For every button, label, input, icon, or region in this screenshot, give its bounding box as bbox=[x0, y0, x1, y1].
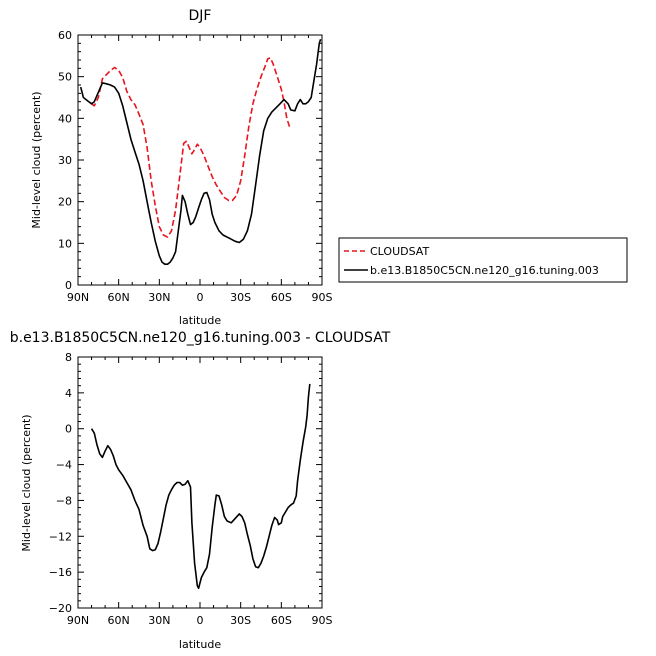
panel-2-y-tick-label: −4 bbox=[56, 459, 72, 472]
panel-1-y-tick-label: 50 bbox=[58, 71, 72, 84]
panel-2-x-tick-label: 90S bbox=[312, 614, 333, 627]
panel-1-x-tick-label: 30S bbox=[230, 291, 251, 304]
panel-2-y-tick-label: −16 bbox=[49, 566, 72, 579]
panel-difference: b.e13.B1850C5CN.ne120_g16.tuning.003 - C… bbox=[10, 330, 391, 651]
panel-2-series-layer bbox=[90, 383, 311, 590]
panel-2-y-tick-label: 4 bbox=[65, 387, 72, 400]
panel-2-x-tick-label: 0 bbox=[197, 614, 204, 627]
legend-label-model: b.e13.B1850C5CN.ne120_g16.tuning.003 bbox=[370, 264, 599, 277]
panel-1-x-tick-label: 30N bbox=[148, 291, 170, 304]
panel-1-tick-layer: 90N 60N 30N 0 30S 60S 90S 0 10 20 30 40 50 60 bbox=[58, 29, 333, 304]
panel-1-x-tick-label: 90N bbox=[67, 291, 89, 304]
panel-djf: DJF Mid-level cloud (percent) latitude 9… bbox=[30, 8, 333, 327]
legend-label-cloudsat: CLOUDSAT bbox=[370, 245, 429, 258]
panel-2-x-tick-label: 30N bbox=[148, 614, 170, 627]
panel-1-y-tick-label: 10 bbox=[58, 237, 72, 250]
panel-1-series-line-0 bbox=[91, 57, 291, 238]
panel-2-y-tick-label: −20 bbox=[49, 602, 72, 615]
panel-2-y-tick-label: −12 bbox=[49, 530, 72, 543]
panel-1-frame bbox=[77, 34, 323, 286]
panel-1-y-tick-label: 40 bbox=[58, 112, 72, 125]
panel-2-title: b.e13.B1850C5CN.ne120_g16.tuning.003 - C… bbox=[10, 330, 391, 346]
panel-1-x-tick-label: 60N bbox=[108, 291, 130, 304]
legend-box bbox=[338, 237, 628, 283]
panel-1-ylabel-group: Mid-level cloud (percent) bbox=[30, 91, 43, 228]
panel-2-x-tick-label: 30S bbox=[230, 614, 251, 627]
panel-1-y-tick-label: 0 bbox=[65, 279, 72, 292]
panel-2-y-tick-label: 0 bbox=[65, 423, 72, 436]
panel-2-ylabel-group: Mid-level cloud (percent) bbox=[20, 414, 33, 551]
panel-1-series-layer bbox=[79, 38, 322, 266]
panel-2-x-tick-label: 60S bbox=[271, 614, 292, 627]
panel-1-y-tick-label: 20 bbox=[58, 196, 72, 209]
panel-1-y-tick-label: 30 bbox=[58, 154, 72, 167]
panel-2-y-tick-label: −8 bbox=[56, 494, 72, 507]
panel-2-x-axis-label: latitude bbox=[179, 638, 221, 651]
panel-2-x-tick-label: 90N bbox=[67, 614, 89, 627]
panel-2-series-line-0 bbox=[90, 383, 311, 590]
panel-2-x-tick-label: 60N bbox=[108, 614, 130, 627]
legend: CLOUDSAT b.e13.B1850C5CN.ne120_g16.tunin… bbox=[338, 237, 628, 283]
panel-2-y-tick-label: 8 bbox=[65, 351, 72, 364]
panel-1-x-tick-label: 0 bbox=[197, 291, 204, 304]
panel-1-x-axis-label: latitude bbox=[179, 314, 221, 327]
panel-2-y-axis-label: Mid-level cloud (percent) bbox=[20, 414, 33, 551]
panel-2-frame bbox=[77, 356, 323, 609]
panel-1-x-tick-label: 90S bbox=[312, 291, 333, 304]
panel-1-y-tick-label: 60 bbox=[58, 29, 72, 42]
panel-1-y-axis-label: Mid-level cloud (percent) bbox=[30, 91, 43, 228]
panel-1-series-line-1 bbox=[79, 38, 322, 266]
panel-1-x-tick-label: 60S bbox=[271, 291, 292, 304]
panel-1-title: DJF bbox=[189, 8, 212, 24]
